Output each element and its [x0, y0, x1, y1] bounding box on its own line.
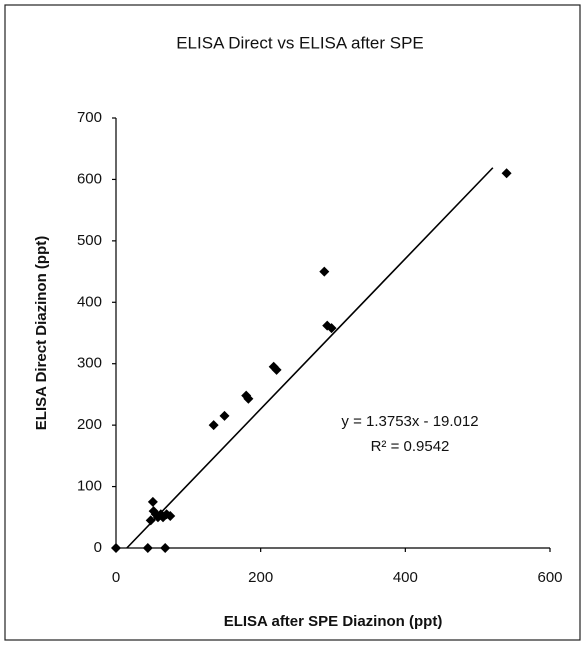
y-tick-label: 400	[77, 293, 102, 310]
equation-annotation: y = 1.3753x - 19.012	[341, 413, 478, 430]
y-tick-label: 200	[77, 416, 102, 433]
data-point	[160, 543, 171, 553]
data-point	[326, 323, 337, 334]
trendline	[126, 167, 494, 549]
data-point	[111, 543, 121, 553]
x-tick-label: 200	[248, 569, 273, 586]
y-tick-label: 0	[94, 539, 102, 556]
data-point	[243, 393, 254, 404]
y-tick-label: 100	[77, 478, 102, 495]
data-point	[145, 515, 156, 526]
r2-annotation: R² = 0.9542	[371, 438, 450, 455]
y-tick-label: 600	[77, 170, 102, 187]
x-tick-label: 400	[393, 569, 418, 586]
data-point	[271, 364, 282, 375]
data-point	[142, 543, 153, 553]
data-point	[319, 266, 330, 277]
x-tick-label: 0	[112, 569, 120, 586]
x-tick-label: 600	[537, 569, 562, 586]
x-axis-label: ELISA after SPE Diazinon (ppt)	[224, 613, 443, 630]
chart-title: ELISA Direct vs ELISA after SPE	[176, 33, 424, 52]
chart-border	[4, 4, 581, 641]
data-point	[219, 410, 230, 421]
data-point	[501, 168, 512, 179]
y-axis-label: ELISA Direct Diazinon (ppt)	[33, 236, 50, 430]
data-point	[148, 506, 159, 517]
data-point	[208, 420, 219, 431]
data-point	[147, 496, 158, 507]
y-tick-label: 300	[77, 355, 102, 372]
y-tick-label: 500	[77, 232, 102, 249]
data-point	[165, 511, 176, 522]
y-tick-label: 700	[77, 109, 102, 126]
